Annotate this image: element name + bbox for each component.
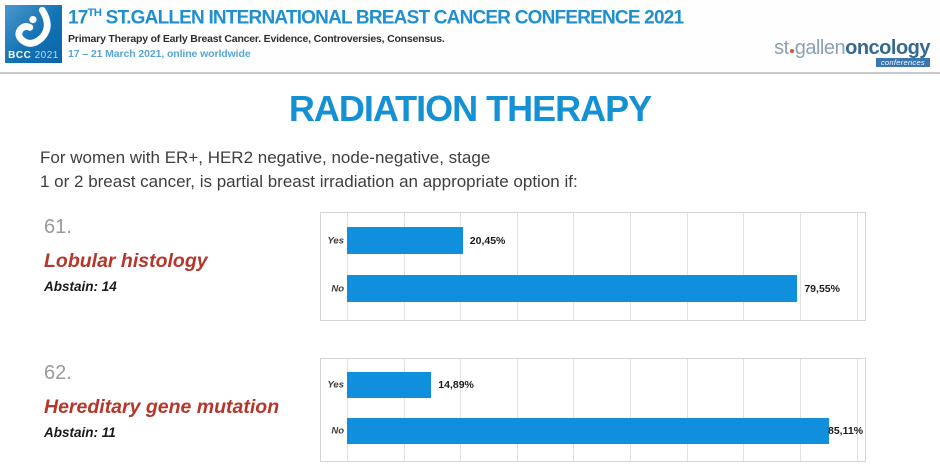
gridline bbox=[403, 213, 405, 320]
gridline bbox=[686, 213, 688, 320]
gridline bbox=[743, 359, 745, 461]
brand-conferences-badge: conferences bbox=[875, 57, 930, 67]
question-topic: Hereditary gene mutation bbox=[44, 396, 280, 418]
question-line-1: For women with ER+, HER2 negative, node-… bbox=[40, 148, 491, 167]
bar-yes bbox=[347, 372, 432, 398]
gridline bbox=[630, 359, 632, 461]
bar-value-label: 79,55% bbox=[804, 282, 840, 295]
conference-title: 17TH ST.GALLEN INTERNATIONAL BREAST CANC… bbox=[68, 7, 684, 29]
orange-dot-icon bbox=[789, 49, 794, 53]
question-number: 62. bbox=[44, 362, 72, 384]
gridline bbox=[516, 359, 518, 461]
conference-title-number: 17 bbox=[68, 7, 88, 29]
category-label-yes: Yes bbox=[327, 379, 344, 391]
bar-chart-question-61: Yes 20,45% No 79,55% bbox=[320, 212, 866, 321]
header-text-block: 17TH ST.GALLEN INTERNATIONAL BREAST CANC… bbox=[68, 7, 684, 61]
abstain-count: Abstain: 14 bbox=[44, 279, 117, 294]
brand-st: st bbox=[774, 37, 789, 59]
stgallen-oncology-logo: st gallenoncology conferences bbox=[774, 37, 930, 67]
question-topic: Lobular histology bbox=[44, 250, 208, 272]
gridline bbox=[460, 213, 462, 320]
brand-gallen: gallen bbox=[794, 37, 846, 59]
gridline bbox=[743, 213, 745, 320]
category-label-no: No bbox=[331, 283, 344, 294]
gridline bbox=[573, 359, 575, 461]
gridline bbox=[630, 213, 632, 320]
question-line-2: 1 or 2 breast cancer, is partial breast … bbox=[40, 171, 578, 191]
conference-dates: 17 – 21 March 2021, online worldwide bbox=[68, 48, 251, 61]
bar-chart-question-62: Yes 14,89% No 85,11% bbox=[320, 358, 866, 462]
gridline bbox=[573, 213, 575, 320]
bar-yes bbox=[347, 227, 463, 254]
gridline bbox=[347, 359, 348, 461]
abstain-count: Abstain: 11 bbox=[44, 425, 116, 440]
gridline bbox=[856, 359, 858, 461]
gridline bbox=[686, 359, 688, 461]
gridline bbox=[799, 359, 801, 461]
page-title: RADIATION THERAPY bbox=[288, 88, 652, 129]
conference-title-text: ST.GALLEN INTERNATIONAL BREAST CANCER CO… bbox=[101, 7, 684, 29]
bar-no bbox=[347, 275, 798, 302]
gridline bbox=[799, 213, 801, 320]
category-label-no: No bbox=[331, 425, 344, 437]
question-62-label: 62. Hereditary gene mutation Abstain: 11 bbox=[44, 362, 314, 440]
bar-value-label: 20,45% bbox=[469, 234, 506, 247]
brand-oncology: oncology bbox=[845, 37, 930, 59]
question-61-label: 61. Lobular histology Abstain: 14 bbox=[44, 216, 314, 294]
bcc-logo-text: BCC bbox=[8, 50, 32, 61]
bar-value-label: 14,89% bbox=[438, 379, 474, 391]
question-number: 61. bbox=[44, 216, 72, 238]
bcc-logo-caption: BCC 2021 bbox=[5, 50, 62, 61]
bar-no bbox=[347, 418, 829, 444]
swan-icon bbox=[15, 6, 51, 47]
bcc-2021-logo: BCC 2021 bbox=[5, 5, 62, 63]
conference-subtitle: Primary Therapy of Early Breast Cancer. … bbox=[68, 33, 445, 46]
conference-header: BCC 2021 17TH ST.GALLEN INTERNATIONAL BR… bbox=[0, 0, 940, 74]
question-text: For women with ER+, HER2 negative, node-… bbox=[40, 146, 720, 194]
gridline bbox=[460, 359, 462, 461]
gridline bbox=[516, 213, 518, 320]
category-label-yes: Yes bbox=[327, 235, 344, 246]
gridline bbox=[403, 359, 405, 461]
conference-title-ordinal: TH bbox=[87, 7, 102, 19]
bar-value-label: 85,11% bbox=[828, 425, 864, 437]
gridline bbox=[347, 213, 348, 320]
gridline bbox=[856, 213, 858, 320]
bcc-logo-year: 2021 bbox=[34, 50, 59, 61]
